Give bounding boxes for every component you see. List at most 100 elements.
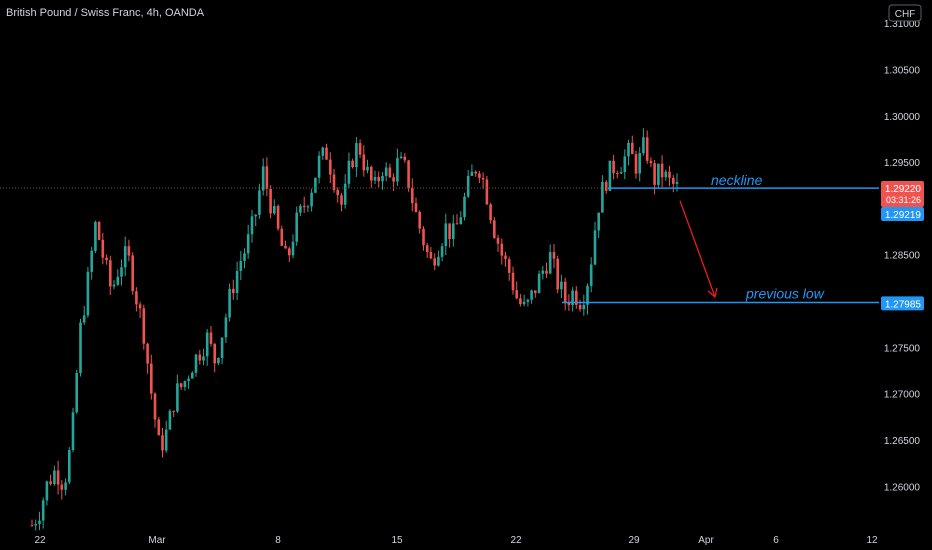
candle-body: [470, 171, 474, 176]
candle-body: [489, 204, 492, 221]
candle-body: [429, 252, 433, 259]
candle-body: [336, 189, 339, 196]
candle-body: [388, 167, 392, 178]
candlestick-series: [30, 128, 679, 531]
candle-body: [284, 245, 287, 249]
candle-body: [437, 256, 440, 266]
candle-body: [317, 155, 321, 178]
candle-body: [146, 343, 149, 364]
candle-body: [593, 230, 597, 265]
candle-body: [448, 223, 451, 240]
candle-body: [68, 450, 71, 483]
candle-body: [127, 246, 131, 256]
price-tick-label: 1.30500: [884, 65, 921, 76]
candle-body: [522, 301, 526, 305]
candle-body: [329, 159, 332, 175]
candle-body: [220, 337, 224, 358]
candle-body: [440, 246, 444, 257]
price-tick-label: 1.26000: [884, 482, 921, 493]
candle-body: [444, 223, 448, 247]
candle-body: [261, 166, 265, 191]
previous-low-price-label-box: [881, 296, 924, 311]
candle-body: [638, 153, 641, 174]
candle-body: [496, 237, 500, 244]
candle-body: [343, 183, 347, 205]
neckline-price-label: 1.29219: [885, 210, 922, 221]
candle-body: [34, 524, 37, 526]
candle-body: [563, 281, 567, 303]
candle-body: [556, 258, 559, 290]
candle-body: [534, 290, 537, 294]
price-tick-label: 1.28500: [884, 251, 921, 262]
candle-body: [392, 177, 395, 182]
candle-body: [340, 195, 343, 205]
candle-body: [164, 429, 168, 451]
drawing-layer[interactable]: neckline previous low: [562, 172, 879, 304]
price-tick-label: 1.29500: [884, 158, 921, 169]
candle-body: [481, 177, 485, 180]
candle-body: [45, 481, 49, 501]
candle-body: [422, 228, 425, 246]
currency-badge[interactable]: CHF: [888, 4, 922, 22]
price-tick-label: 1.26500: [884, 436, 921, 447]
candle-body: [578, 304, 582, 310]
candle-body: [172, 410, 175, 412]
candle-body: [366, 166, 369, 171]
candle-body: [79, 322, 82, 373]
candle-body: [116, 276, 120, 285]
candle-body: [325, 147, 328, 160]
candle-body: [608, 160, 612, 191]
price-axis[interactable]: 1.260001.265001.270001.275001.280001.285…: [881, 19, 924, 493]
candle-body: [545, 270, 548, 274]
time-tick-label: 29: [628, 535, 640, 546]
candle-body: [310, 192, 313, 207]
candle-body: [567, 302, 571, 306]
candle-body: [407, 160, 410, 189]
candle-body: [474, 171, 477, 174]
candle-body: [49, 481, 52, 484]
candle-body: [123, 246, 127, 268]
candle-body: [664, 171, 668, 178]
candle-body: [191, 372, 194, 379]
candle-body: [86, 271, 90, 316]
candle-body: [672, 177, 675, 184]
candle-body: [645, 137, 649, 161]
candle-body: [276, 206, 280, 229]
candle-body: [265, 166, 269, 189]
candle-body: [604, 181, 608, 191]
time-axis[interactable]: 22 Mar 8 15 22 29 Apr 6 12: [34, 535, 878, 546]
candle-body: [623, 156, 627, 172]
time-tick-label: 6: [773, 535, 779, 546]
candle-body: [675, 182, 679, 184]
candle-body: [616, 173, 619, 175]
candle-body: [537, 273, 541, 294]
last-price-label-box: [881, 181, 924, 207]
candle-body: [586, 285, 589, 305]
candle-body: [548, 252, 552, 274]
candle-body: [589, 264, 593, 286]
candle-body: [71, 412, 75, 450]
candle-body: [653, 163, 656, 185]
bar-countdown-label: 03:31:26: [886, 195, 921, 205]
candle-body: [657, 163, 660, 185]
candle-body: [575, 290, 578, 305]
candle-body: [504, 255, 507, 260]
candle-body: [660, 163, 664, 178]
last-price-label: 1.29220: [885, 184, 922, 195]
candle-body: [112, 284, 116, 287]
trend-arrow[interactable]: [679, 200, 716, 298]
candle-body: [299, 205, 302, 213]
candle-body: [459, 217, 463, 224]
candle-body: [187, 378, 190, 382]
candle-body: [332, 174, 336, 190]
candle-body: [161, 435, 164, 451]
currency-badge-frame: [888, 4, 922, 22]
candle-body: [381, 176, 384, 182]
candle-body: [597, 212, 600, 231]
candle-body: [601, 181, 604, 213]
candle-body: [463, 196, 466, 218]
candle-body: [347, 160, 351, 184]
candle-body: [82, 315, 86, 323]
